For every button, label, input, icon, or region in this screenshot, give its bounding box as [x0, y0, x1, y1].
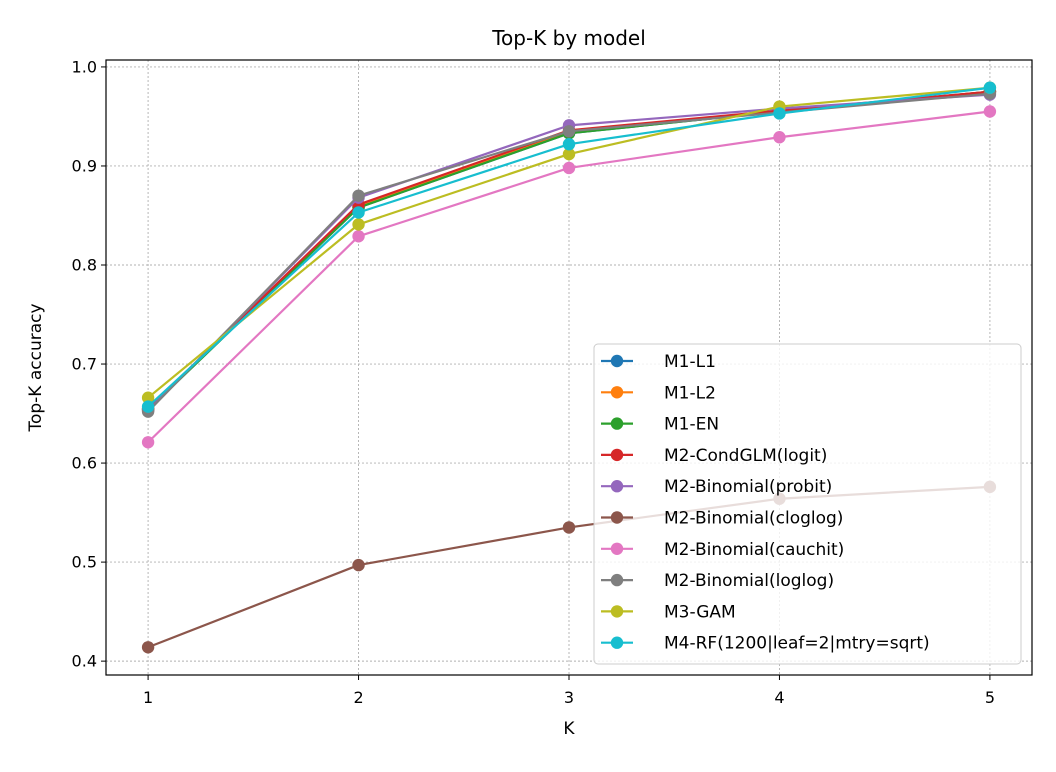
- legend-label: M1-EN: [664, 415, 719, 435]
- legend-entry: M3-GAM: [601, 602, 736, 622]
- legend-label: M2-Binomial(probit): [664, 477, 832, 497]
- series-layer: [141, 81, 997, 654]
- y-tick-label: 0.7: [72, 355, 97, 374]
- legend-label: M1-L2: [664, 383, 716, 403]
- data-point: [562, 137, 576, 151]
- legend-marker: [610, 636, 624, 649]
- legend-entry: M2-Binomial(probit): [601, 477, 832, 497]
- data-point: [773, 107, 786, 120]
- legend-marker: [610, 417, 624, 430]
- legend-label: M3-GAM: [664, 602, 736, 622]
- legend: M1-L1 M1-L2 M1-EN M2-CondGLM(logit) M2-Binom…: [593, 343, 1022, 665]
- x-tick-label: 5: [985, 688, 995, 707]
- data-point: [983, 105, 997, 118]
- data-point: [983, 81, 997, 94]
- x-tick-label: 1: [143, 688, 153, 707]
- y-tick-label: 1.0: [72, 57, 97, 76]
- legend-entry: M1-EN: [601, 415, 719, 435]
- legend-marker: [610, 448, 624, 462]
- data-point: [141, 436, 155, 449]
- legend-label: M2-Binomial(cauchit): [664, 540, 844, 560]
- legend-marker: [610, 573, 624, 587]
- data-point: [352, 230, 365, 243]
- legend-marker: [610, 511, 624, 524]
- legend-box: [593, 343, 1022, 665]
- legend-label: M2-Binomial(loglog): [664, 571, 834, 591]
- y-tick-label: 0.9: [72, 156, 97, 175]
- data-point: [562, 147, 576, 161]
- data-point: [562, 125, 576, 138]
- y-tick-label: 0.8: [72, 256, 97, 275]
- data-point: [352, 218, 365, 231]
- x-axis-title: K: [563, 719, 575, 739]
- data-point: [773, 131, 786, 144]
- legend-entry: M4-RF(1200|leaf=2|mtry=sqrt): [601, 634, 930, 654]
- y-tick-label: 0.5: [72, 553, 97, 572]
- legend-marker: [610, 480, 624, 493]
- data-point: [352, 189, 365, 202]
- legend-marker: [610, 354, 624, 368]
- axis-ticks: 1 2 3 4 5 0.4 0.5 0.6 0.7 0.8 0.9 1.0: [72, 57, 995, 707]
- legend-marker: [610, 605, 624, 618]
- data-point: [562, 521, 576, 534]
- y-tick-label: 0.6: [72, 454, 97, 473]
- legend-entry: M2-Binomial(cauchit): [601, 540, 844, 560]
- x-tick-label: 2: [353, 688, 363, 707]
- legend-entry: M1-L2: [601, 383, 716, 403]
- legend-label: M2-Binomial(cloglog): [664, 509, 843, 529]
- y-tick-label: 0.4: [72, 652, 97, 671]
- legend-entry: M2-Binomial(loglog): [601, 571, 834, 591]
- chart-title: Top-K by model: [491, 26, 646, 50]
- data-point: [141, 641, 155, 654]
- y-axis-title: Top-K accuracy: [26, 303, 46, 432]
- legend-marker: [610, 386, 624, 399]
- data-point: [141, 400, 155, 413]
- legend-label: M2-CondGLM(logit): [664, 446, 827, 466]
- x-tick-label: 4: [774, 688, 784, 707]
- legend-entry: M2-Binomial(cloglog): [601, 509, 843, 529]
- data-point: [352, 206, 365, 219]
- series-M4-RF(1200|leaf=2|mtry=sqrt): [141, 81, 997, 413]
- series-M2-Binomial(cauchit): [141, 105, 997, 449]
- legend-entry: M1-L1: [601, 352, 716, 372]
- legend-marker: [610, 542, 624, 555]
- data-point: [141, 391, 155, 404]
- data-point: [352, 558, 365, 572]
- x-tick-label: 3: [564, 688, 574, 707]
- data-point: [562, 161, 576, 175]
- legend-entry: M2-CondGLM(logit): [601, 446, 827, 466]
- legend-label: M4-RF(1200|leaf=2|mtry=sqrt): [664, 634, 930, 654]
- legend-label: M1-L1: [664, 352, 716, 372]
